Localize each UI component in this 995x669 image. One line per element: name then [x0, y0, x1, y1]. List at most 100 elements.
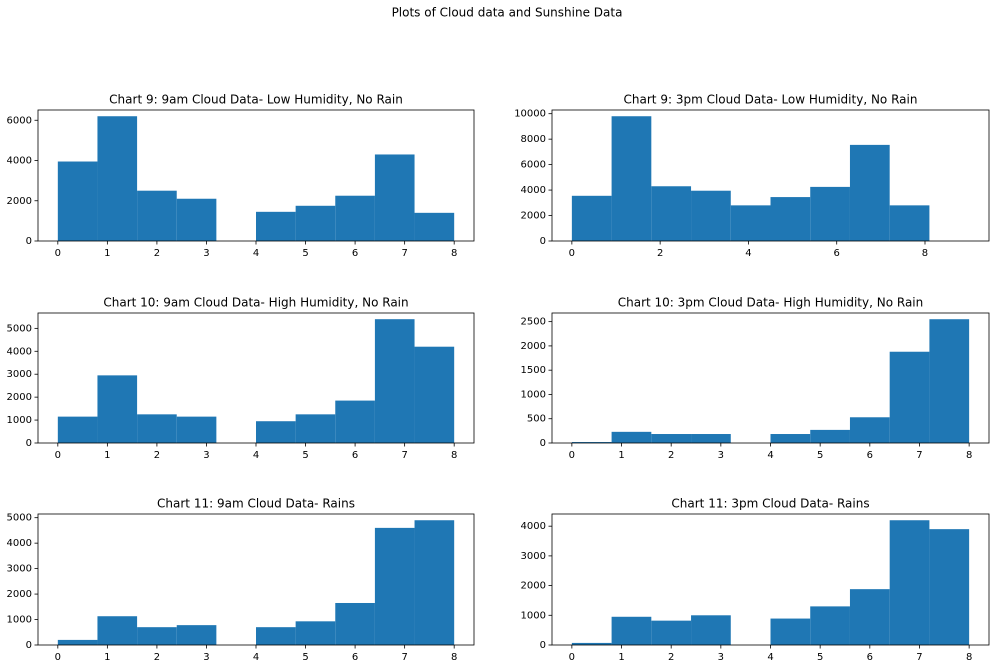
y-tick-label: 0 [540, 640, 546, 651]
y-tick-label: 1000 [7, 415, 32, 426]
bar [651, 434, 692, 443]
chart-title: Chart 10: 9am Cloud Data- High Humidity,… [103, 296, 408, 310]
bar [651, 186, 692, 241]
x-tick-label: 1 [104, 652, 110, 663]
y-tick-label: 5000 [7, 323, 32, 334]
bar [256, 627, 296, 645]
x-tick-label: 4 [767, 450, 773, 461]
bar [414, 520, 455, 645]
x-tick-label: 2 [668, 652, 674, 663]
bar [571, 642, 612, 645]
chart-title: Chart 10: 3pm Cloud Data- High Humidity,… [618, 296, 924, 310]
y-tick-label: 0 [26, 640, 32, 651]
x-tick-label: 1 [618, 652, 624, 663]
bar [691, 434, 731, 443]
x-tick-label: 8 [966, 652, 972, 663]
bar [176, 198, 217, 241]
x-tick-label: 5 [302, 652, 308, 663]
x-tick-label: 1 [618, 450, 624, 461]
chart-title: Chart 11: 3pm Cloud Data- Rains [671, 497, 869, 511]
bar [97, 375, 138, 443]
bar [137, 414, 177, 443]
x-tick-label: 8 [922, 248, 928, 259]
x-tick-label: 8 [451, 450, 457, 461]
bar [770, 197, 811, 241]
bar [335, 400, 375, 443]
x-tick-label: 3 [718, 450, 724, 461]
chart-title: Chart 9: 9am Cloud Data- Low Humidity, N… [109, 93, 403, 107]
bar [730, 205, 771, 241]
axes-frame [551, 109, 990, 242]
bar [810, 186, 850, 241]
bar [571, 442, 612, 443]
x-tick-label: 7 [401, 450, 407, 461]
y-tick-label: 4000 [521, 521, 546, 532]
x-tick-label: 7 [401, 248, 407, 259]
x-tick-label: 5 [302, 248, 308, 259]
bar [374, 527, 415, 645]
y-tick-label: 2000 [521, 581, 546, 592]
bar [810, 429, 850, 443]
bar [889, 520, 930, 645]
x-tick-label: 0 [569, 248, 575, 259]
bar [295, 621, 336, 645]
bar [374, 319, 415, 443]
chart-title: Chart 11: 9am Cloud Data- Rains [157, 497, 355, 511]
y-tick-label: 3000 [7, 564, 32, 575]
bar [176, 416, 217, 443]
bar [295, 414, 336, 443]
y-tick-label: 0 [26, 438, 32, 449]
x-tick-label: 2 [657, 248, 663, 259]
x-tick-label: 4 [767, 652, 773, 663]
x-tick-label: 3 [203, 652, 209, 663]
x-tick-label: 6 [867, 450, 873, 461]
x-tick-label: 7 [401, 652, 407, 663]
x-tick-label: 2 [668, 450, 674, 461]
x-tick-label: 6 [834, 248, 840, 259]
bar [295, 205, 336, 241]
bar [571, 195, 612, 241]
x-tick-label: 5 [817, 652, 823, 663]
bar [335, 602, 375, 645]
x-tick-label: 8 [451, 652, 457, 663]
bar [97, 616, 138, 645]
bar [374, 154, 415, 241]
figure-title: Plots of Cloud data and Sunshine Data [392, 6, 623, 20]
bar [57, 416, 98, 443]
y-tick-label: 3000 [521, 551, 546, 562]
x-tick-label: 2 [154, 248, 160, 259]
bar [176, 625, 217, 645]
bar [611, 116, 652, 241]
y-tick-label: 2000 [7, 392, 32, 403]
y-tick-label: 3000 [7, 369, 32, 380]
x-tick-label: 6 [352, 248, 358, 259]
bar [929, 529, 970, 645]
x-tick-label: 4 [253, 652, 259, 663]
bar [889, 351, 930, 443]
y-tick-label: 500 [527, 414, 546, 425]
bar [57, 161, 98, 241]
bar [335, 195, 375, 241]
x-tick-label: 6 [352, 652, 358, 663]
x-tick-label: 6 [352, 450, 358, 461]
bar [137, 627, 177, 645]
bar [849, 589, 890, 645]
bar [97, 116, 138, 241]
x-tick-label: 4 [253, 248, 259, 259]
x-tick-label: 1 [104, 248, 110, 259]
x-tick-label: 3 [718, 652, 724, 663]
y-tick-label: 5000 [7, 513, 32, 524]
y-tick-label: 4000 [7, 156, 32, 167]
bar [770, 434, 811, 443]
x-tick-label: 6 [867, 652, 873, 663]
bar [651, 620, 692, 645]
y-tick-label: 6000 [7, 115, 32, 126]
x-tick-label: 0 [569, 450, 575, 461]
x-tick-label: 0 [55, 248, 61, 259]
x-tick-label: 8 [451, 248, 457, 259]
bar [57, 639, 98, 645]
y-tick-label: 4000 [7, 538, 32, 549]
x-tick-label: 8 [966, 450, 972, 461]
bar [256, 421, 296, 443]
y-tick-label: 0 [26, 236, 32, 247]
